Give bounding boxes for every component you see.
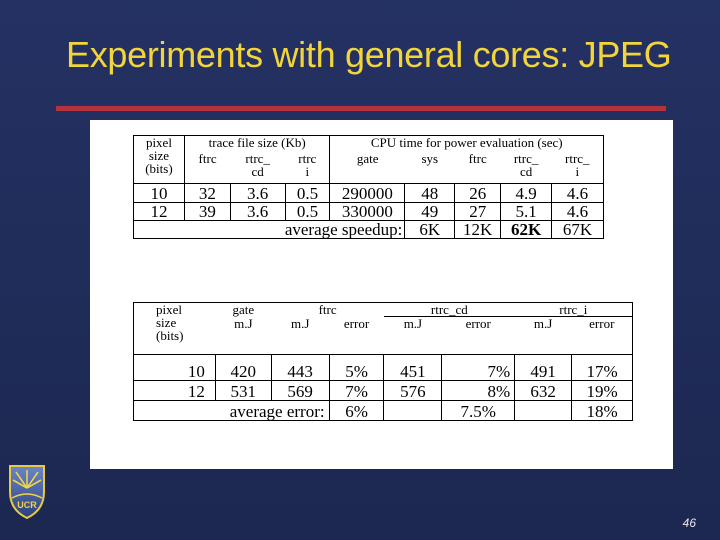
ftrc-error-header: error <box>343 315 370 331</box>
gate-header: gate <box>329 151 405 184</box>
ftrc-header: ftrc <box>198 150 217 166</box>
cell: 27 <box>454 202 502 221</box>
rtrc-cd-mj-header: m.J <box>403 316 423 331</box>
cell: 632 <box>514 380 573 401</box>
rtrc-cd-time-header: rtrc_ cd <box>513 150 539 179</box>
cell: 48 <box>404 183 456 203</box>
ucr-logo: UCR <box>9 465 45 520</box>
table-row: 12 39 3.6 0.5 330000 49 27 5.1 4.6 <box>133 202 604 221</box>
gate-group-header: gate <box>232 302 255 317</box>
cell: 12 <box>133 202 185 221</box>
empty-cell <box>514 400 573 421</box>
rtrc-cd-group-header: rtrc_cd <box>383 302 515 317</box>
cell: 49 <box>404 202 456 221</box>
cell: 26 <box>454 183 502 203</box>
cell: 290000 <box>329 183 406 203</box>
ftrc-time-header: ftrc <box>468 150 487 166</box>
cell: 3.6 <box>229 202 286 221</box>
cell: 32 <box>183 183 231 203</box>
rtrc-i-group-header: rtrc_i <box>514 302 633 317</box>
ftrc-mj-header: m.J <box>290 315 310 331</box>
avg-sys: 6K <box>404 220 456 239</box>
cell: 420 <box>214 354 272 381</box>
table-row: 10 420 443 5% 451 7% 491 17% <box>133 354 633 381</box>
cell: 0.5 <box>284 202 331 221</box>
content-panel: pixel size (bits) trace file size (Kb) CPU… <box>90 120 673 469</box>
avg-rtrc-cd-error: 7.5% <box>441 400 516 421</box>
avg-rtrc-i: 67K <box>551 220 604 239</box>
average-speedup-label: average speedup: <box>133 220 406 239</box>
average-speedup-row: average speedup: 6K 12K 62K 67K <box>133 220 604 239</box>
table-row: 10 32 3.6 0.5 290000 48 26 4.9 4.6 <box>133 183 604 203</box>
avg-rtrc-i-error: 18% <box>571 400 633 421</box>
cell: 5% <box>328 354 385 381</box>
pixel-size-header: pixel size (bits) <box>133 135 185 184</box>
rtrc-i-header: rtrc i <box>298 150 317 179</box>
cell: 531 <box>214 380 272 401</box>
rtrc-i-error-header: error <box>589 316 615 331</box>
rtrc-i-time-header: rtrc_ i <box>565 150 590 179</box>
cell: 330000 <box>329 202 406 221</box>
cell: 0.5 <box>284 183 331 203</box>
pixel-size-header-2: pixel size (bits) <box>156 302 184 343</box>
cell: 4.9 <box>500 183 553 203</box>
avg-ftrc-error: 6% <box>328 400 385 421</box>
cell: 7% <box>328 380 385 401</box>
rtrc-i-mj-header: m.J <box>533 316 553 331</box>
cell: 4.6 <box>551 202 604 221</box>
cell: 39 <box>183 202 231 221</box>
cell: 8% <box>441 380 516 401</box>
cell: 451 <box>383 354 443 381</box>
cell: 7% <box>441 354 516 381</box>
cell: 491 <box>514 354 573 381</box>
page-number: 46 <box>682 516 696 530</box>
cell: 10 <box>133 354 216 381</box>
error-table: pixel size (bits) gate ftrc rtrc_cd rtrc_i… <box>133 302 633 421</box>
cpu-time-group-header: CPU time for power evaluation (sec) <box>329 135 604 152</box>
table-row: 12 531 569 7% 576 8% 632 19% <box>133 380 633 401</box>
avg-rtrc-cd: 62K <box>500 220 553 239</box>
ftrc-group-header: ftrc <box>318 302 337 317</box>
sys-header: sys <box>421 150 439 166</box>
cell: 443 <box>270 354 330 381</box>
cell: 5.1 <box>500 202 553 221</box>
cell: 4.6 <box>551 183 604 203</box>
speedup-table: pixel size (bits) trace file size (Kb) CPU… <box>133 135 604 239</box>
rtrc-cd-error-header: error <box>465 316 491 331</box>
logo-text: UCR <box>17 500 37 510</box>
cell: 19% <box>571 380 633 401</box>
gate-mj-header: m.J <box>234 315 253 331</box>
cell: 576 <box>383 380 443 401</box>
title-divider <box>56 106 666 111</box>
cell: 3.6 <box>229 183 286 203</box>
cell: 569 <box>270 380 330 401</box>
cell: 17% <box>571 354 633 381</box>
average-error-row: average error: 6% 7.5% 18% <box>133 400 633 421</box>
slide-title: Experiments with general cores: JPEG <box>66 34 672 75</box>
empty-cell <box>383 400 443 421</box>
trace-size-group-header: trace file size (Kb) <box>208 135 306 150</box>
rtrc-cd-header: rtrc_ cd <box>245 150 270 179</box>
cell: 12 <box>133 380 216 401</box>
cell: 10 <box>133 183 185 203</box>
average-error-label: average error: <box>133 400 330 421</box>
avg-ftrc: 12K <box>454 220 502 239</box>
